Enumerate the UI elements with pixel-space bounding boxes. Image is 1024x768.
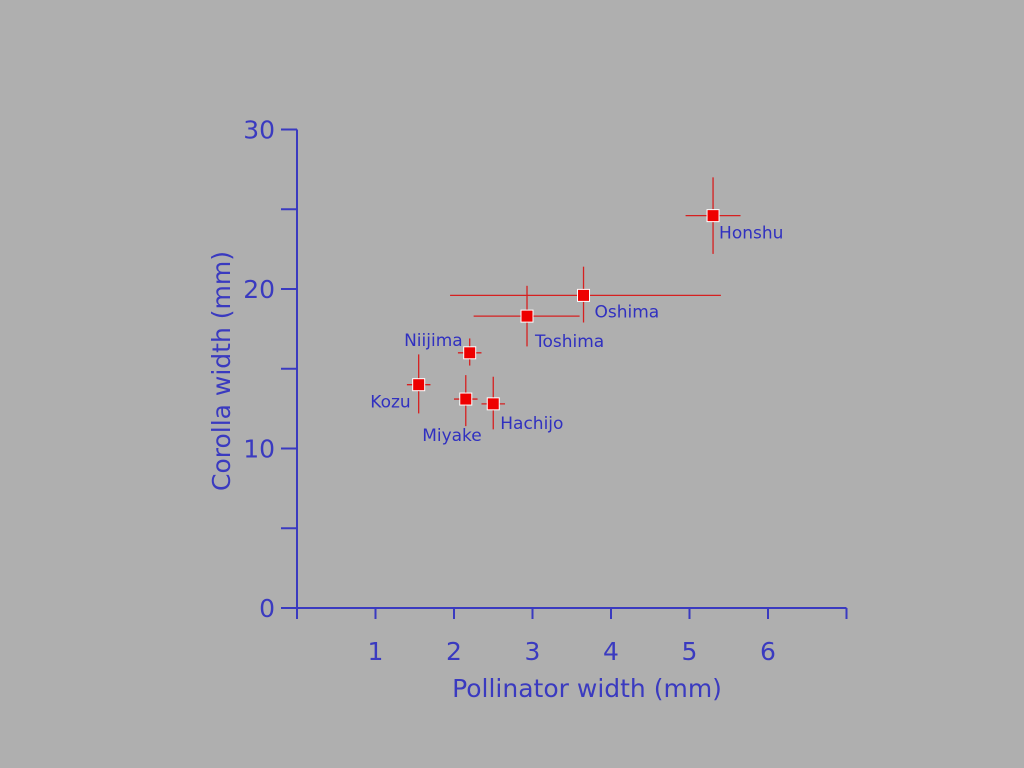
y-tick-label: 30 [243,116,275,145]
data-point-toshima [520,309,534,323]
error-bars [406,177,741,430]
point-label-oshima: Oshima [595,302,660,322]
y-axis-label: Corolla width (mm) [207,251,236,491]
point-label-honshu: Honshu [719,224,783,244]
point-label-miyake: Miyake [422,426,482,446]
point-label-kozu: Kozu [370,393,410,413]
x-tick-label: 1 [368,637,384,666]
x-tick-label: 2 [446,637,462,666]
y-tick-label: 0 [259,594,275,623]
data-point-oshima [577,288,591,302]
data-points [412,209,720,411]
point-label-niijima: Niijima [404,331,463,351]
point-labels: Honshu Oshima Toshima Niijima Kozu Miyake Hach… [370,224,783,446]
data-point-honshu [706,209,720,223]
y-tick-label: 20 [243,275,275,304]
axes: 1 2 3 4 5 6 0 10 20 30 [243,116,848,666]
data-point-niijima [463,346,477,360]
x-tick-label: 4 [603,637,619,666]
x-tick-label: 5 [682,637,698,666]
data-point-kozu [412,378,426,392]
y-tick-label: 10 [243,435,275,464]
x-axis-label: Pollinator width (mm) [452,674,722,703]
point-label-toshima: Toshima [534,332,604,352]
data-point-hachijo [486,397,500,411]
x-tick-label: 3 [525,637,541,666]
x-tick-label: 6 [760,637,776,666]
data-point-miyake [459,392,473,406]
point-label-hachijo: Hachijo [500,414,563,434]
